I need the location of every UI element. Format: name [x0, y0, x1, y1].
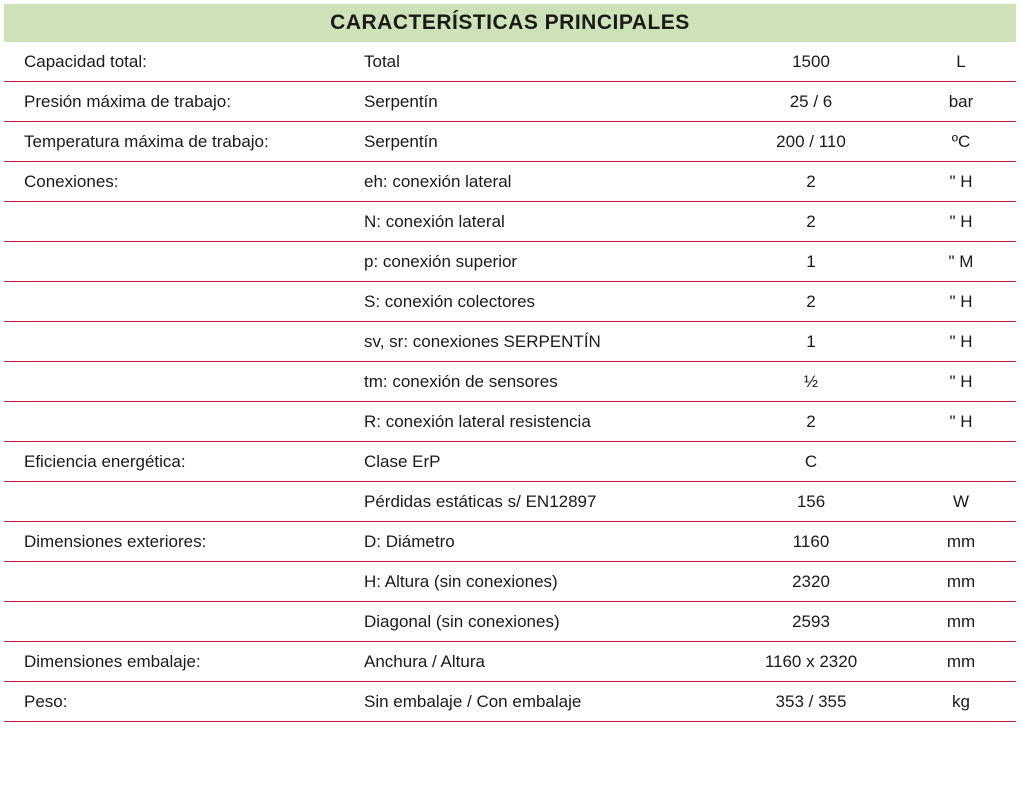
table-row: Eficiencia energética:Clase ErPC: [4, 442, 1016, 482]
spec-table: Capacidad total:Total1500LPresión máxima…: [4, 42, 1016, 722]
row-label: Capacidad total:: [4, 42, 364, 82]
row-label: Dimensiones embalaje:: [4, 642, 364, 682]
row-unit: " H: [906, 402, 1016, 442]
row-value: 2593: [716, 602, 906, 642]
table-row: Dimensiones exteriores:D: Diámetro1160mm: [4, 522, 1016, 562]
table-row: N: conexión lateral2" H: [4, 202, 1016, 242]
row-value: 2: [716, 282, 906, 322]
row-description: tm: conexión de sensores: [364, 362, 716, 402]
row-unit: " H: [906, 362, 1016, 402]
row-label: Dimensiones exteriores:: [4, 522, 364, 562]
row-value: 2: [716, 202, 906, 242]
row-unit: mm: [906, 602, 1016, 642]
table-row: Dimensiones embalaje:Anchura / Altura116…: [4, 642, 1016, 682]
row-value: 1160: [716, 522, 906, 562]
row-value: 1: [716, 242, 906, 282]
spec-table-container: CARACTERÍSTICAS PRINCIPALES Capacidad to…: [4, 4, 1016, 722]
row-unit: L: [906, 42, 1016, 82]
row-label: [4, 362, 364, 402]
row-description: D: Diámetro: [364, 522, 716, 562]
row-description: Serpentín: [364, 82, 716, 122]
table-row: Peso:Sin embalaje / Con embalaje353 / 35…: [4, 682, 1016, 722]
row-label: [4, 402, 364, 442]
row-value: 200 / 110: [716, 122, 906, 162]
row-unit: " H: [906, 322, 1016, 362]
table-row: Temperatura máxima de trabajo:Serpentín2…: [4, 122, 1016, 162]
row-unit: ºC: [906, 122, 1016, 162]
row-label: [4, 482, 364, 522]
row-label: [4, 322, 364, 362]
row-unit: " H: [906, 202, 1016, 242]
row-description: S: conexión colectores: [364, 282, 716, 322]
row-value: 156: [716, 482, 906, 522]
table-row: p: conexión superior1" M: [4, 242, 1016, 282]
row-unit: bar: [906, 82, 1016, 122]
row-label: [4, 282, 364, 322]
row-description: Anchura / Altura: [364, 642, 716, 682]
table-row: Conexiones:eh: conexión lateral2" H: [4, 162, 1016, 202]
row-unit: kg: [906, 682, 1016, 722]
row-label: [4, 562, 364, 602]
table-row: Diagonal (sin conexiones)2593mm: [4, 602, 1016, 642]
row-description: Diagonal (sin conexiones): [364, 602, 716, 642]
table-row: tm: conexión de sensores½" H: [4, 362, 1016, 402]
table-row: Capacidad total:Total1500L: [4, 42, 1016, 82]
row-value: 353 / 355: [716, 682, 906, 722]
table-row: S: conexión colectores2" H: [4, 282, 1016, 322]
row-value: 1160 x 2320: [716, 642, 906, 682]
row-value: 2: [716, 402, 906, 442]
row-description: sv, sr: conexiones SERPENTÍN: [364, 322, 716, 362]
row-description: p: conexión superior: [364, 242, 716, 282]
row-value: 2320: [716, 562, 906, 602]
row-unit: " M: [906, 242, 1016, 282]
row-unit: " H: [906, 162, 1016, 202]
row-label: [4, 202, 364, 242]
row-description: Clase ErP: [364, 442, 716, 482]
row-unit: mm: [906, 562, 1016, 602]
row-unit: W: [906, 482, 1016, 522]
row-unit: mm: [906, 642, 1016, 682]
row-value: 1500: [716, 42, 906, 82]
row-description: H: Altura (sin conexiones): [364, 562, 716, 602]
row-label: Peso:: [4, 682, 364, 722]
row-label: Temperatura máxima de trabajo:: [4, 122, 364, 162]
table-row: sv, sr: conexiones SERPENTÍN1" H: [4, 322, 1016, 362]
row-description: N: conexión lateral: [364, 202, 716, 242]
row-unit: [906, 442, 1016, 482]
row-label: Presión máxima de trabajo:: [4, 82, 364, 122]
row-description: Total: [364, 42, 716, 82]
row-description: R: conexión lateral resistencia: [364, 402, 716, 442]
row-unit: mm: [906, 522, 1016, 562]
row-value: 2: [716, 162, 906, 202]
row-value: C: [716, 442, 906, 482]
row-description: eh: conexión lateral: [364, 162, 716, 202]
row-value: 1: [716, 322, 906, 362]
table-row: H: Altura (sin conexiones)2320mm: [4, 562, 1016, 602]
table-header: CARACTERÍSTICAS PRINCIPALES: [4, 4, 1016, 42]
row-label: Eficiencia energética:: [4, 442, 364, 482]
row-value: ½: [716, 362, 906, 402]
row-description: Pérdidas estáticas s/ EN12897: [364, 482, 716, 522]
row-label: Conexiones:: [4, 162, 364, 202]
row-description: Sin embalaje / Con embalaje: [364, 682, 716, 722]
row-value: 25 / 6: [716, 82, 906, 122]
row-label: [4, 242, 364, 282]
table-row: Presión máxima de trabajo:Serpentín25 / …: [4, 82, 1016, 122]
table-row: Pérdidas estáticas s/ EN12897156W: [4, 482, 1016, 522]
row-label: [4, 602, 364, 642]
row-unit: " H: [906, 282, 1016, 322]
table-row: R: conexión lateral resistencia2" H: [4, 402, 1016, 442]
row-description: Serpentín: [364, 122, 716, 162]
